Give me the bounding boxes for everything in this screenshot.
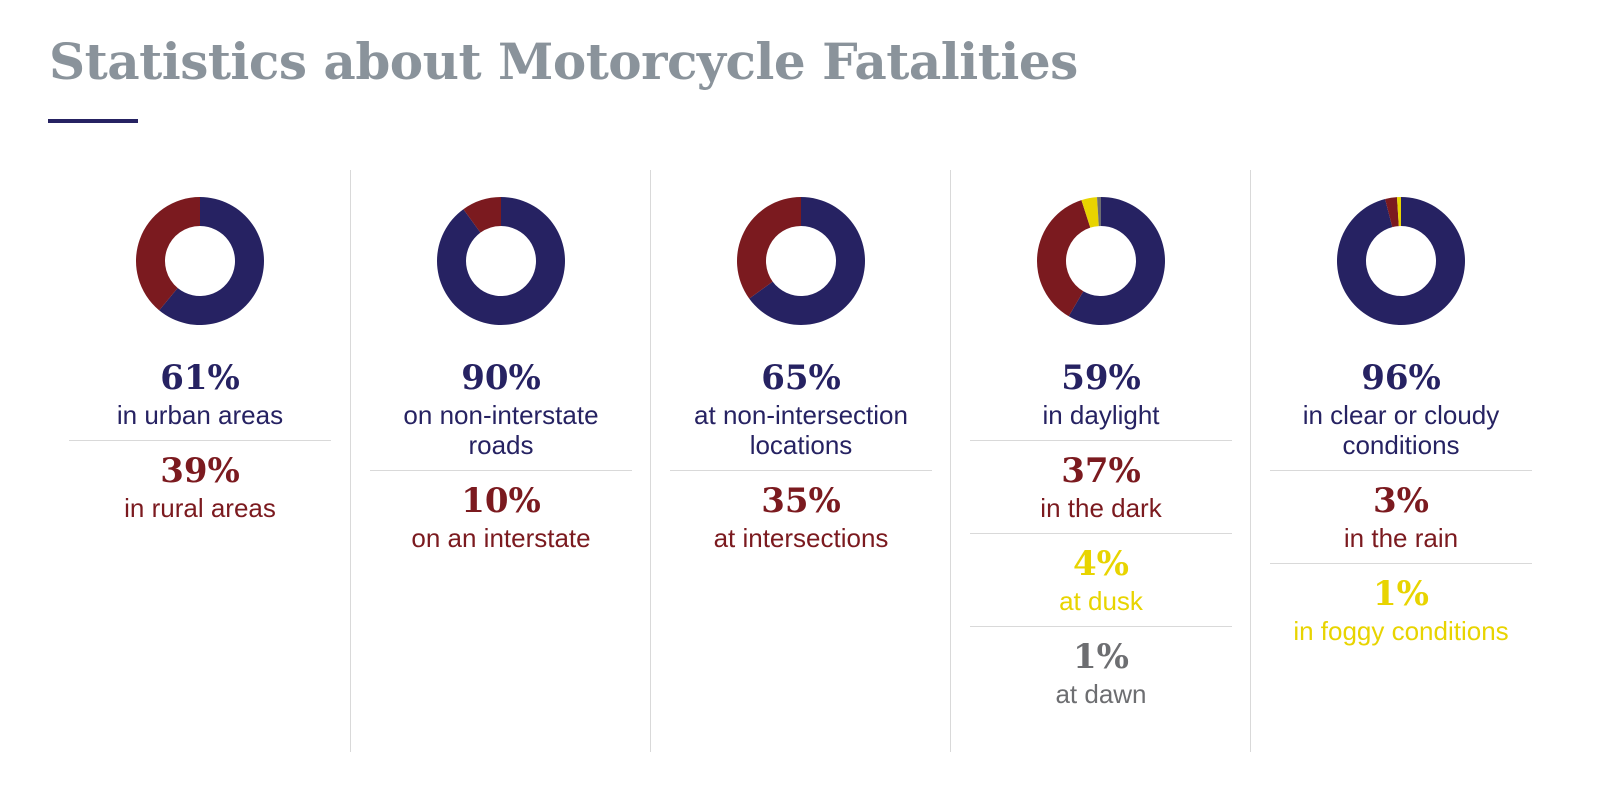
donut-segment: [463, 197, 501, 233]
stat-column: 96% in clear or cloudy conditions 3% in the…: [1250, 170, 1550, 752]
stat-list: 65% at non-intersection locations 35% at in…: [670, 352, 932, 563]
stat-label: in rural areas: [124, 493, 276, 523]
stat-percent: 96%: [1361, 358, 1441, 398]
stat-label: at intersections: [713, 523, 889, 553]
stat-entry: 1% in foggy conditions: [1270, 563, 1532, 656]
donut-segment: [1097, 197, 1101, 227]
stat-entry: 3% in the rain: [1270, 470, 1532, 563]
stat-entry: 35% at intersections: [670, 470, 932, 563]
stat-entry: 65% at non-intersection locations: [670, 352, 932, 470]
stat-entry: 39% in rural areas: [69, 440, 331, 533]
donut-segment: [1337, 197, 1465, 325]
stat-column: 90% on non-interstate roads 10% on an inter…: [350, 170, 650, 752]
stat-percent: 35%: [761, 481, 841, 521]
stat-percent: 61%: [160, 358, 240, 398]
donut-segment: [1037, 200, 1091, 317]
donut-segment: [436, 197, 565, 325]
stat-list: 59% in daylight 37% in the dark 4% at dusk 1% a…: [970, 352, 1232, 719]
donut-segment: [1081, 197, 1099, 228]
stat-label: in the rain: [1343, 523, 1459, 553]
stat-percent: 90%: [461, 358, 541, 398]
stat-entry: 10% on an interstate: [370, 470, 632, 563]
donut-chart: [737, 197, 865, 325]
stat-percent: 65%: [761, 358, 841, 398]
stat-label: in foggy conditions: [1293, 616, 1509, 646]
stat-percent: 39%: [160, 451, 240, 491]
donut-segment: [1385, 197, 1399, 228]
stat-column: 61% in urban areas 39% in rural areas: [50, 170, 350, 752]
stat-label: in the dark: [1040, 493, 1162, 523]
page-title: Statistics about Motorcycle Fatalities: [49, 32, 1078, 91]
stat-percent: 37%: [1061, 451, 1141, 491]
stat-percent: 10%: [461, 481, 541, 521]
stat-label: at dusk: [1059, 586, 1143, 616]
donut-chart: [1037, 197, 1165, 325]
donut-segment: [749, 197, 865, 325]
stat-percent: 1%: [1373, 574, 1429, 614]
stat-percent: 4%: [1073, 544, 1129, 584]
stat-entry: 59% in daylight: [970, 352, 1232, 440]
donut-segment: [1068, 197, 1165, 325]
stat-list: 90% on non-interstate roads 10% on an inter…: [370, 352, 632, 563]
stat-label: in clear or cloudy conditions: [1302, 400, 1500, 460]
stat-entry: 4% at dusk: [970, 533, 1232, 626]
stat-column: 59% in daylight 37% in the dark 4% at dusk 1% a…: [950, 170, 1250, 752]
stat-entry: 37% in the dark: [970, 440, 1232, 533]
stat-entry: 61% in urban areas: [69, 352, 331, 440]
stat-entry: 96% in clear or cloudy conditions: [1270, 352, 1532, 470]
donut-segment: [159, 197, 264, 325]
donut-chart: [136, 197, 264, 325]
stat-label: on non-interstate roads: [403, 400, 599, 460]
donut-chart: [436, 197, 565, 325]
stat-list: 61% in urban areas 39% in rural areas: [69, 352, 331, 533]
donut-segment: [1396, 197, 1401, 227]
stat-percent: 3%: [1373, 481, 1429, 521]
stat-percent: 1%: [1073, 637, 1129, 677]
stat-percent: 59%: [1061, 358, 1141, 398]
stat-column: 65% at non-intersection locations 35% at in…: [650, 170, 950, 752]
stat-list: 96% in clear or cloudy conditions 3% in the…: [1270, 352, 1532, 656]
stat-label: in urban areas: [116, 400, 284, 430]
stat-label: at non-intersection locations: [694, 400, 908, 460]
title-underline: [48, 119, 138, 123]
donut-chart: [1337, 197, 1465, 325]
donut-segment: [136, 197, 200, 311]
stat-label: on an interstate: [411, 523, 591, 553]
stat-entry: 90% on non-interstate roads: [370, 352, 632, 470]
stat-label: in daylight: [1042, 400, 1160, 430]
stat-entry: 1% at dawn: [970, 626, 1232, 719]
donut-segment: [737, 197, 801, 299]
stat-label: at dawn: [1055, 679, 1147, 709]
